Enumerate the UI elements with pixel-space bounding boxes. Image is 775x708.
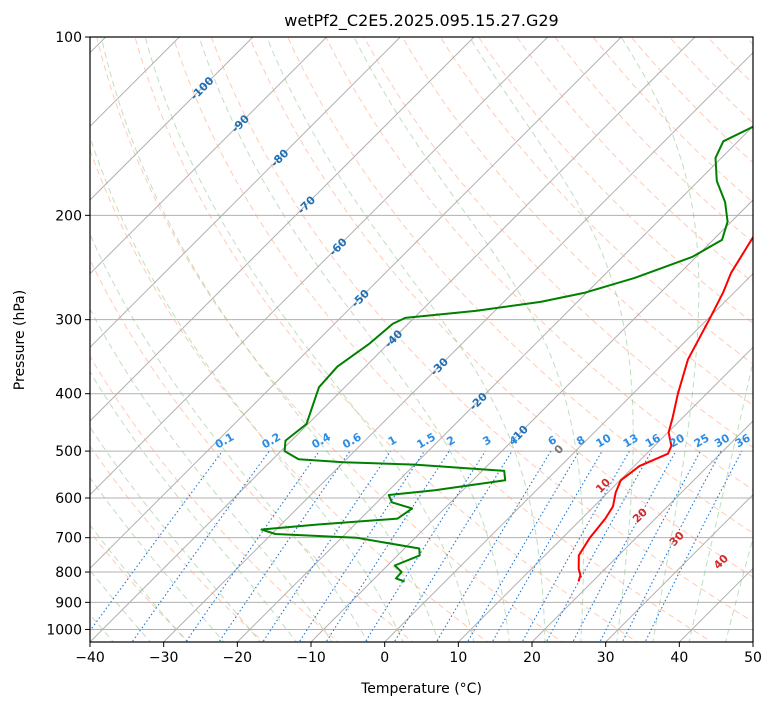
isotherm-line: [90, 37, 623, 570]
x-tick-label: 50: [744, 650, 762, 666]
moist-adiabat-line: [688, 358, 753, 642]
isotherm-line: [90, 37, 696, 642]
y-tick-label: 600: [55, 491, 82, 507]
mixing-ratio-line: [599, 450, 701, 642]
x-tick-label: 40: [670, 650, 688, 666]
y-tick-label: 1000: [46, 622, 82, 638]
mixing-ratio-line: [298, 450, 425, 642]
isotherm-line: [90, 37, 475, 422]
y-axis-title: Pressure (hPa): [12, 290, 28, 390]
axes: −40 −30 −20 −10 0 10 20 30 40 50 100 200 300 400 500 60…: [46, 30, 762, 666]
moist-adiabat-line: [90, 569, 152, 642]
dry-adiabat-line: [90, 148, 489, 642]
mixing-ratio-line: [185, 450, 320, 642]
mixing-ratio-line: [621, 450, 722, 642]
dry-adiabat-line: [325, 37, 753, 491]
isotherm-line: [90, 37, 549, 496]
dry-adiabat-line: [210, 37, 753, 623]
temperature-profile-line: [577, 235, 753, 582]
x-tick-label: 30: [597, 650, 615, 666]
dry-adiabat-line: [516, 37, 753, 284]
isotherm-line: [90, 37, 328, 275]
mixing-ratio-line: [131, 450, 270, 642]
moist-adiabat-line: [266, 37, 546, 642]
dry-adiabat-line: [248, 37, 753, 578]
mixing-ratio-line: [262, 450, 392, 642]
x-tick-label: 10: [449, 650, 467, 666]
dry-adiabat-line: [96, 37, 564, 642]
moist-adiabat-line: [725, 536, 753, 642]
isotherm-line: [90, 37, 254, 201]
x-tick-label: −40: [75, 650, 105, 666]
isotherm-line: [383, 272, 753, 642]
background-lines: [90, 37, 753, 642]
y-tick-label: 800: [55, 565, 82, 581]
moist-adiabat-line: [468, 37, 634, 642]
isotherm-line: [162, 51, 753, 642]
moist-adiabat-line: [620, 37, 700, 642]
x-tick-label: 20: [523, 650, 541, 666]
isotherm-line: [604, 493, 753, 642]
x-tick-label: −10: [296, 650, 326, 666]
moist-adiabat-line: [144, 37, 475, 642]
mixing-ratio-line: [218, 450, 351, 642]
isotherm-line: [310, 199, 753, 642]
moist-adiabat-line: [90, 308, 333, 642]
chart-title: wetPf2_C2E5.2025.095.15.27.G29: [284, 11, 558, 31]
y-tick-label: 500: [55, 444, 82, 460]
moist-adiabat-line: [100, 37, 440, 642]
dry-adiabat-line: [287, 37, 753, 534]
moist-adiabat-line: [90, 370, 297, 642]
moist-adiabat-line: [90, 476, 225, 642]
y-tick-label: 700: [55, 531, 82, 547]
x-tick-label: −30: [149, 650, 179, 666]
mixing-ratio-line: [325, 450, 450, 642]
dry-adiabat-line: [90, 445, 265, 642]
mixing-ratio-line: [364, 450, 486, 642]
moist-adiabat-line: [353, 37, 584, 642]
y-tick-label: 100: [55, 30, 82, 46]
x-axis-title: Temperature (°C): [360, 681, 482, 697]
moist-adiabat-line: [90, 426, 261, 642]
isotherm-line: [457, 346, 753, 642]
mixing-ratio-line: [393, 450, 513, 642]
moist-adiabat-line: [90, 135, 404, 642]
moist-adiabat-line: [90, 232, 369, 642]
isotherm-line: [531, 420, 753, 642]
moist-adiabat-line: [198, 37, 510, 642]
mixing-ratio-line: [90, 450, 223, 632]
dry-adiabat-line: [90, 355, 339, 642]
mixing-ratio-line: [572, 450, 677, 642]
dewpoint-profile-line: [260, 125, 753, 583]
y-tick-label: 400: [55, 387, 82, 403]
x-tick-label: −20: [223, 650, 253, 666]
y-tick-label: 200: [55, 208, 82, 224]
dry-adiabat-line: [134, 37, 638, 642]
y-tick-label: 900: [55, 595, 82, 611]
mixing-ratio-line: [466, 450, 580, 642]
profile-lines: [260, 125, 753, 583]
plot-frame: [89, 36, 754, 643]
x-tick-label: 0: [380, 650, 389, 666]
y-tick-label: 300: [55, 313, 82, 329]
dry-adiabat-line: [90, 258, 414, 642]
